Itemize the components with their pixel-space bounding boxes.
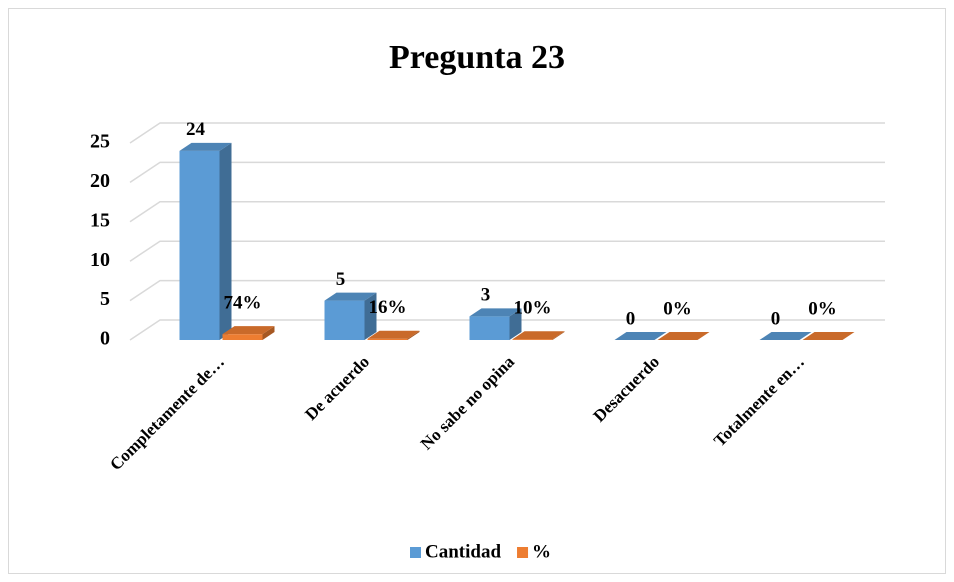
grid-line (129, 122, 885, 144)
bar-top (759, 332, 812, 340)
bar-top (657, 332, 710, 340)
bar-side (262, 326, 275, 340)
bar (324, 300, 365, 340)
bar (512, 339, 553, 340)
bar-side (364, 292, 377, 340)
data-label: 3 (481, 285, 491, 306)
legend-label: Cantidad (425, 541, 501, 562)
grid-line (129, 161, 885, 184)
grid-line (129, 240, 885, 262)
bar-side (219, 142, 232, 340)
y-tick-label: 15 (90, 209, 110, 231)
grid-line (129, 279, 885, 302)
bar-top (324, 292, 377, 301)
bar-top (367, 330, 420, 339)
data-label: 5 (336, 269, 346, 290)
legend-swatch (517, 547, 529, 558)
data-label: 24 (186, 119, 206, 140)
grid-line (129, 201, 885, 223)
bar-top (222, 326, 275, 335)
data-label: 0% (663, 298, 692, 319)
data-label: 16% (369, 297, 407, 318)
bar-side (407, 330, 420, 340)
data-label: 0% (808, 298, 837, 319)
data-label: 10% (514, 298, 552, 319)
bar (367, 338, 408, 340)
data-label: 0 (771, 308, 781, 329)
bar-side (552, 331, 565, 340)
bar (469, 316, 510, 340)
bar (222, 334, 263, 340)
bar-top (179, 142, 232, 151)
legend-label: % (532, 541, 551, 562)
legend-swatch (410, 547, 421, 558)
y-tick-label: 25 (90, 131, 110, 153)
bar-top (614, 332, 667, 340)
bar-top (512, 331, 565, 340)
y-tick-label: 20 (90, 170, 110, 192)
grid-line (129, 319, 885, 341)
chart-title: Pregunta 23 (389, 39, 565, 76)
bar-top (802, 332, 855, 340)
bar-top (469, 308, 522, 317)
data-label: 0 (626, 308, 636, 329)
y-tick-label: 5 (100, 288, 110, 310)
y-tick-label: 0 (100, 328, 110, 350)
y-tick-label: 10 (90, 249, 110, 271)
bar-side (509, 308, 522, 340)
data-label: 74% (224, 293, 262, 314)
bar (179, 150, 220, 340)
chart-border (8, 8, 946, 574)
